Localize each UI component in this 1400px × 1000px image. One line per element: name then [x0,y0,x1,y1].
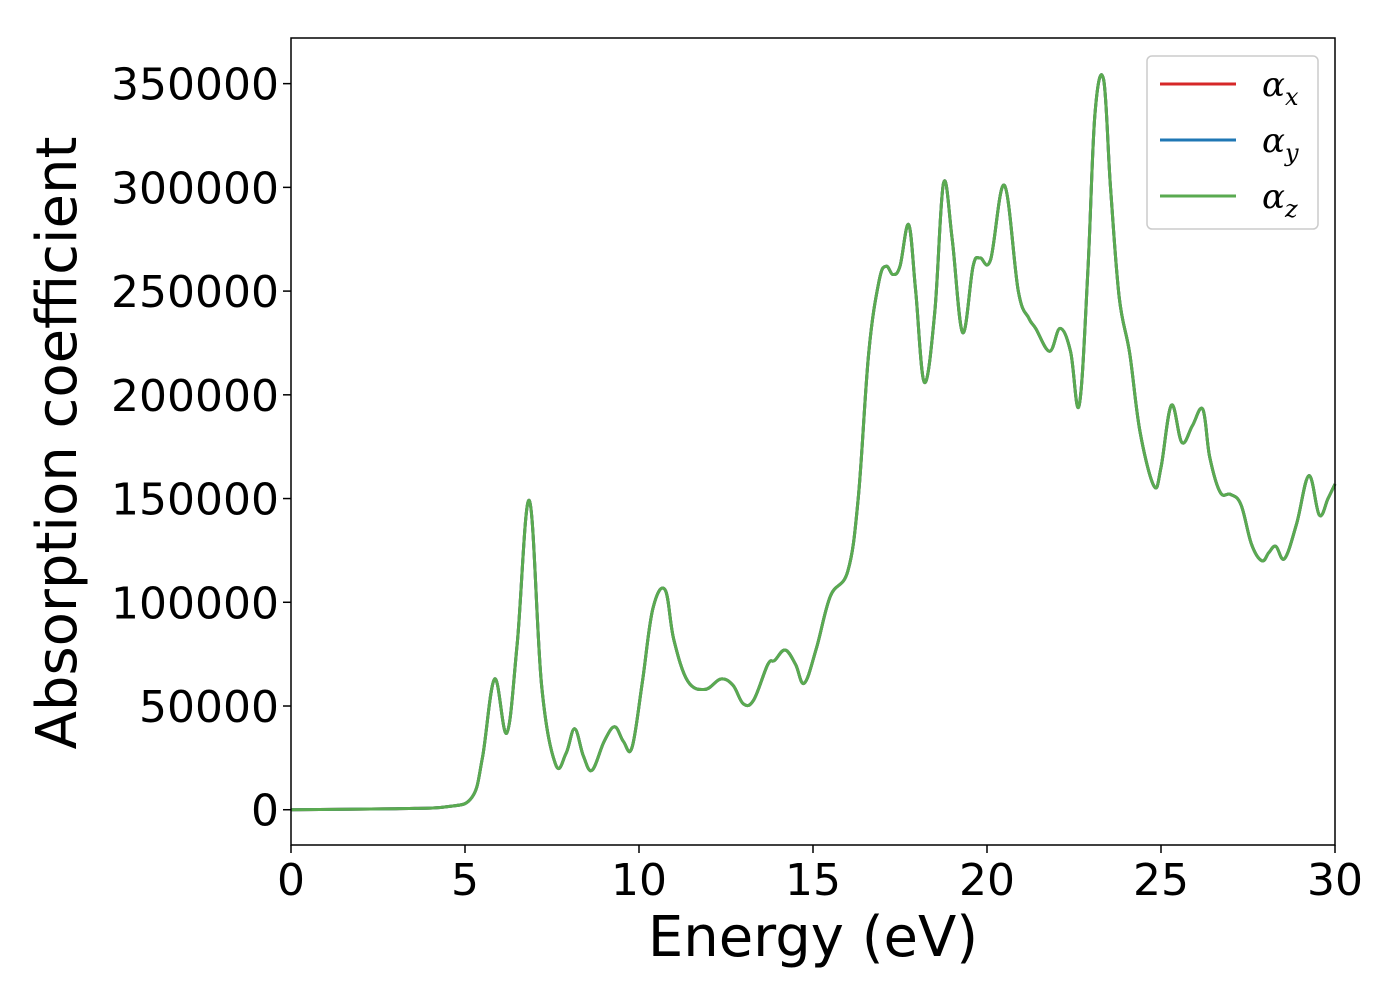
legend-frame [1146,55,1319,230]
legend-label-alpha-x: αx [1262,65,1299,111]
x-tick-label: 25 [1133,855,1189,906]
x-tick-label: 5 [451,855,479,906]
y-tick-label: 50000 [139,682,279,733]
series-lines [290,73,1337,812]
legend: αx αy αz [1146,55,1319,230]
x-tick-label: 0 [277,855,305,906]
y-tick-label: 350000 [111,60,279,111]
y-tick-label: 0 [251,786,279,837]
y-tick-label: 150000 [111,475,279,526]
legend-label-alpha-z: αz [1262,177,1298,223]
legend-items: αx αy αz [1160,65,1299,223]
x-tick-label: 30 [1307,855,1363,906]
y-tick-label: 200000 [111,371,279,422]
y-tick-label: 250000 [111,267,279,318]
x-axis-title: Energy (eV) [648,905,978,970]
x-tick-label: 10 [611,855,667,906]
legend-label-alpha-y: αy [1262,121,1299,167]
x-tick-label: 15 [785,855,841,906]
y-tick-label: 100000 [111,578,279,629]
y-tick-label: 300000 [111,163,279,214]
x-axis-ticks: 0 5 10 15 20 25 30 [277,845,1363,906]
x-tick-label: 20 [959,855,1015,906]
series-line-alpha-z [290,73,1337,812]
y-axis-title: Absorption coefficient [25,137,90,750]
y-axis-ticks: 0 50000 100000 150000 200000 250000 300000 3500… [111,60,291,837]
